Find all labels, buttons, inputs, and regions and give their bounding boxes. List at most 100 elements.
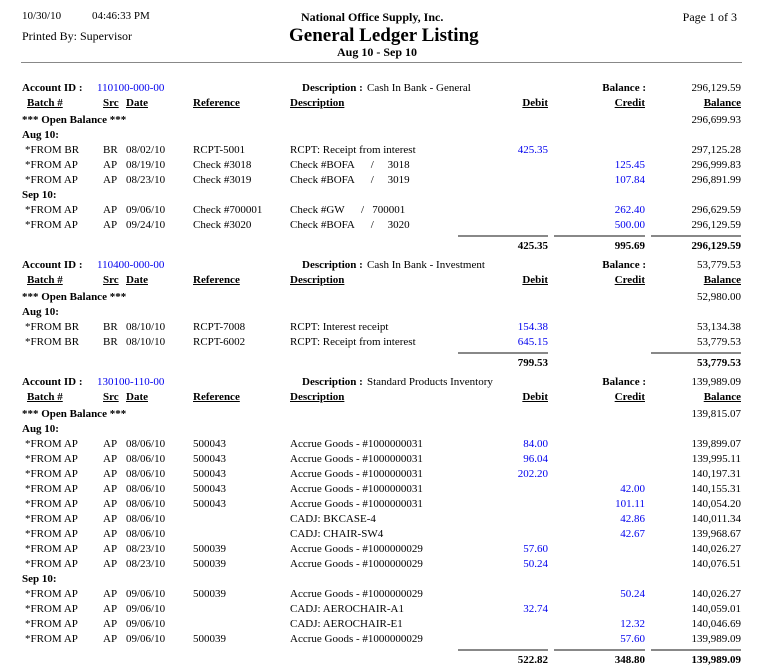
open-balance-value: 296,699.93 (691, 114, 742, 126)
cell-balance: 140,026.27 (691, 588, 742, 600)
cell-description: CADJ: AEROCHAIR-E1 (290, 618, 403, 630)
account-id-link[interactable]: 110100-000-00 (97, 82, 165, 94)
cell-description: RCPT: Interest receipt (290, 321, 389, 333)
column-header-reference: Reference (193, 391, 240, 403)
cell-date: 09/06/10 (126, 603, 166, 615)
cell-description: CADJ: BKCASE-4 (290, 513, 376, 525)
cell-date: 08/06/10 (126, 528, 166, 540)
account-id-link[interactable]: 110400-000-00 (97, 259, 165, 271)
print-time: 04:46:33 PM (92, 10, 150, 22)
cell-batch: *FROM AP (25, 219, 78, 231)
cell-debit[interactable]: 84.00 (523, 438, 548, 450)
total-rule-credit (554, 649, 645, 651)
cell-balance: 140,026.27 (691, 543, 742, 555)
balance-label: Balance : (602, 376, 646, 388)
cell-reference: 500039 (193, 588, 226, 600)
cell-batch: *FROM AP (25, 438, 78, 450)
cell-debit[interactable]: 202.20 (517, 468, 548, 480)
account-balance: 139,989.09 (691, 376, 742, 388)
cell-reference: 500043 (193, 498, 226, 510)
account-id-link[interactable]: 130100-110-00 (97, 376, 165, 388)
total-credit: 348.80 (614, 654, 645, 665)
cell-batch: *FROM AP (25, 558, 78, 570)
total-balance: 139,989.09 (691, 654, 742, 665)
cell-batch: *FROM BR (25, 321, 80, 333)
cell-batch: *FROM AP (25, 204, 78, 216)
period-label: Sep 10: (22, 189, 57, 201)
table-row: *FROM AP AP 08/23/10 500039 Accrue Goods - #… (0, 542, 758, 557)
description-label: Description : (302, 82, 363, 94)
cell-balance: 53,134.38 (697, 321, 741, 333)
cell-src: AP (103, 438, 118, 450)
cell-debit[interactable]: 50.24 (523, 558, 548, 570)
cell-debit[interactable]: 57.60 (523, 543, 548, 555)
cell-credit[interactable]: 125.45 (614, 159, 645, 171)
cell-balance: 140,076.51 (691, 558, 742, 570)
cell-balance: 139,899.07 (691, 438, 742, 450)
period-label: Aug 10: (22, 129, 59, 141)
cell-credit[interactable]: 42.86 (620, 513, 645, 525)
cell-description: CADJ: AEROCHAIR-A1 (290, 603, 404, 615)
cell-reference: 500039 (193, 543, 226, 555)
period-label: Aug 10: (22, 423, 59, 435)
cell-credit[interactable]: 262.40 (614, 204, 645, 216)
cell-balance: 296,129.59 (691, 219, 742, 231)
cell-debit[interactable]: 154.38 (517, 321, 548, 333)
cell-balance: 296,629.59 (691, 204, 742, 216)
cell-balance: 53,779.53 (697, 336, 741, 348)
cell-credit[interactable]: 101.11 (615, 498, 645, 510)
total-rule-debit (458, 235, 548, 237)
open-balance-label: *** Open Balance *** (22, 291, 127, 303)
cell-src: AP (103, 453, 118, 465)
table-row: *FROM AP AP 09/24/10 Check #3020 Check #BOFA… (0, 218, 758, 233)
cell-batch: *FROM AP (25, 498, 78, 510)
cell-debit[interactable]: 32.74 (523, 603, 548, 615)
cell-credit[interactable]: 500.00 (614, 219, 645, 231)
column-header-credit: Credit (614, 391, 645, 403)
account-section: Account ID : 110400-000-00 Description : Ca… (0, 258, 758, 371)
total-debit: 425.35 (517, 240, 548, 252)
open-balance-label: *** Open Balance *** (22, 408, 127, 420)
cell-batch: *FROM AP (25, 588, 78, 600)
account-header-row: Account ID : 110400-000-00 Description : Ca… (0, 258, 758, 273)
cell-credit[interactable]: 42.67 (620, 528, 645, 540)
table-row: *FROM AP AP 09/06/10 CADJ: AEROCHAIR-A1 32.7… (0, 602, 758, 617)
cell-src: AP (103, 468, 118, 480)
cell-credit[interactable]: 12.32 (620, 618, 645, 630)
table-row: *FROM AP AP 08/06/10 500043 Accrue Goods - #… (0, 467, 758, 482)
period-group-label: Sep 10: (0, 188, 758, 203)
column-header-date: Date (126, 274, 148, 286)
cell-balance: 140,059.01 (691, 603, 742, 615)
cell-debit[interactable]: 645.15 (517, 336, 548, 348)
cell-date: 08/10/10 (126, 336, 166, 348)
column-headers: Batch # Src Date Reference Description Debit C… (0, 96, 758, 111)
cell-debit[interactable]: 425.35 (517, 144, 548, 156)
account-id-label: Account ID : (22, 82, 83, 94)
cell-batch: *FROM AP (25, 468, 78, 480)
description-label: Description : (302, 376, 363, 388)
account-section: Account ID : 130100-110-00 Description : St… (0, 375, 758, 665)
cell-src: AP (103, 633, 118, 645)
cell-credit[interactable]: 107.84 (614, 174, 645, 186)
cell-batch: *FROM AP (25, 483, 78, 495)
cell-credit[interactable]: 57.60 (620, 633, 645, 645)
cell-description: Accrue Goods - #1000000031 (290, 483, 423, 495)
cell-debit[interactable]: 96.04 (523, 453, 548, 465)
period-group-label: Aug 10: (0, 128, 758, 143)
cell-batch: *FROM AP (25, 603, 78, 615)
column-header-reference: Reference (193, 274, 240, 286)
cell-batch: *FROM AP (25, 513, 78, 525)
header-divider (21, 62, 742, 63)
cell-credit[interactable]: 50.24 (620, 588, 645, 600)
column-header-credit: Credit (614, 97, 645, 109)
cell-reference: Check #3018 (193, 159, 252, 171)
account-balance: 53,779.53 (697, 259, 741, 271)
table-row: *FROM BR BR 08/10/10 RCPT-7008 RCPT: Interes… (0, 320, 758, 335)
cell-src: BR (103, 144, 118, 156)
column-header-balance: Balance (703, 97, 741, 109)
cell-src: AP (103, 513, 118, 525)
cell-credit[interactable]: 42.00 (620, 483, 645, 495)
cell-src: AP (103, 528, 118, 540)
column-header-credit: Credit (614, 274, 645, 286)
